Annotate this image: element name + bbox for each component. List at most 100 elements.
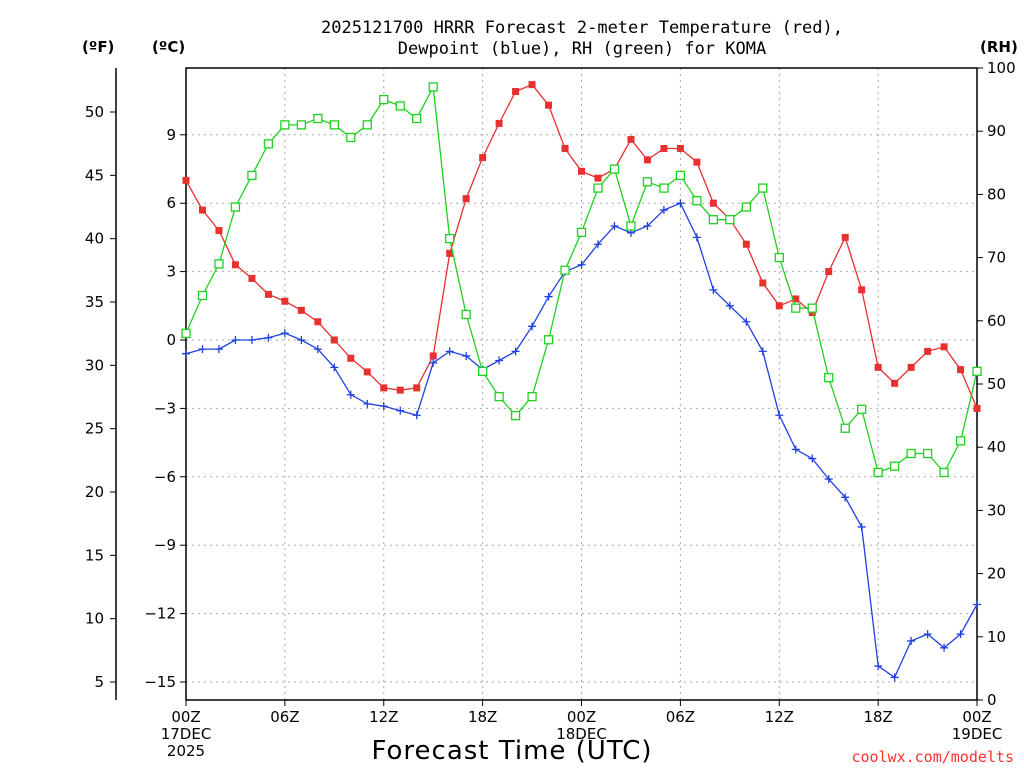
- fahrenheit-tick-label: 10: [85, 610, 104, 628]
- x-tick-label: 12Z: [765, 708, 794, 726]
- dewpoint-point: [956, 630, 965, 639]
- dewpoint-point: [495, 356, 504, 365]
- x-tick-label: 19DEC: [952, 725, 1003, 743]
- rh-point: [758, 183, 768, 193]
- rh-tick-label: 100: [987, 59, 1016, 77]
- dewpoint-point: [676, 199, 685, 208]
- rh-point: [642, 177, 653, 187]
- rh-point: [329, 120, 339, 130]
- fahrenheit-unit-label: (ºF): [82, 38, 114, 56]
- celsius-unit-label: (ºC): [152, 38, 185, 56]
- temperature-point: [363, 368, 371, 376]
- x-axis-label: Forecast Time (UTC): [371, 736, 652, 766]
- rh-point: [906, 448, 916, 459]
- temperature-point: [676, 144, 684, 152]
- chart-title-line-1: 2025121700 HRRR Forecast 2-meter Tempera…: [321, 18, 843, 38]
- temperature-point: [709, 199, 717, 207]
- celsius-tick-label: 9: [166, 126, 176, 144]
- data-series: [181, 81, 982, 682]
- temperature-point: [858, 286, 866, 294]
- temperature-point: [957, 366, 965, 374]
- temperature-point: [940, 343, 948, 351]
- temperature-point: [248, 274, 256, 282]
- temperature-point: [841, 233, 849, 241]
- rh-point: [494, 391, 504, 402]
- celsius-tick-label: −15: [144, 673, 176, 691]
- dewpoint-point: [396, 406, 405, 415]
- rh-point: [362, 120, 372, 130]
- dewpoint-point: [379, 402, 388, 411]
- axes: 9630−3−6−9−12−15504540353025201510510090…: [85, 59, 1016, 709]
- rh-point: [395, 101, 405, 111]
- fahrenheit-tick-label: 25: [85, 420, 104, 438]
- temperature-point: [215, 227, 223, 235]
- x-tick-label: 2025: [167, 742, 205, 760]
- temperature-point: [330, 336, 338, 344]
- rh-point: [857, 404, 867, 414]
- rh-point: [889, 461, 900, 471]
- temperature-point: [759, 279, 767, 287]
- fahrenheit-tick-label: 45: [85, 166, 104, 184]
- dewpoint-point: [346, 390, 355, 399]
- rh-point: [725, 215, 735, 225]
- dewpoint-point: [659, 206, 668, 215]
- dewpoint-point: [775, 411, 784, 420]
- rh-point: [593, 183, 603, 193]
- dewpoint-point: [594, 240, 602, 249]
- temperature-point: [347, 354, 355, 362]
- dewpoint-point: [462, 351, 471, 360]
- rh-point: [824, 373, 834, 383]
- dewpoint-point: [923, 630, 932, 639]
- rh-tick-label: 20: [987, 565, 1006, 583]
- dewpoint-point: [610, 222, 619, 230]
- rh-point: [461, 309, 471, 320]
- dewpoint-point: [297, 336, 306, 344]
- x-tick-label: 12Z: [369, 708, 398, 726]
- rh-point: [626, 221, 636, 231]
- temperature-point: [561, 144, 569, 152]
- rh-point: [741, 202, 751, 212]
- rh-tick-label: 10: [987, 628, 1006, 646]
- dewpoint-point: [528, 322, 537, 331]
- temperature-point: [874, 363, 882, 371]
- temperature-point: [627, 135, 635, 143]
- rh-point: [774, 252, 784, 263]
- temperature-point: [512, 87, 520, 95]
- temperature-point: [578, 167, 586, 175]
- dewpoint-point: [264, 333, 273, 342]
- rh-tick-label: 0: [987, 691, 997, 709]
- temperature-point: [380, 384, 388, 392]
- x-tick-label: 00Z: [171, 708, 200, 726]
- dewpoint-point: [643, 222, 652, 230]
- dewpoint-point: [692, 233, 701, 242]
- celsius-tick-label: 6: [166, 194, 176, 212]
- x-tick-label: 17DEC: [161, 725, 212, 743]
- rh-point: [675, 170, 686, 181]
- dewpoint-point: [824, 475, 833, 484]
- dewpoint-point: [412, 411, 421, 420]
- dewpoint-point: [907, 636, 916, 645]
- rh-point: [873, 467, 883, 478]
- rh-point: [609, 164, 620, 174]
- credit-text: coolwx.com/modelts: [851, 748, 1014, 766]
- temperature-point: [792, 295, 800, 303]
- rh-point: [280, 120, 290, 130]
- temperature-point: [297, 306, 305, 314]
- rh-point: [313, 113, 323, 124]
- rh-point: [181, 328, 191, 339]
- fahrenheit-tick-label: 20: [85, 483, 104, 501]
- dewpoint-point: [973, 600, 982, 609]
- temperature-point: [825, 268, 833, 276]
- dewpoint-point: [808, 454, 817, 463]
- fahrenheit-tick-label: 5: [94, 673, 104, 691]
- temperature-point: [643, 156, 651, 164]
- dewpoint-point: [182, 349, 190, 358]
- temperature-point: [429, 352, 437, 360]
- rh-point: [527, 391, 537, 402]
- fahrenheit-tick-label: 35: [85, 293, 104, 311]
- temperature-point: [413, 384, 421, 392]
- fahrenheit-tick-label: 15: [85, 546, 104, 564]
- temperature-point: [594, 174, 602, 182]
- rh-point: [296, 120, 307, 130]
